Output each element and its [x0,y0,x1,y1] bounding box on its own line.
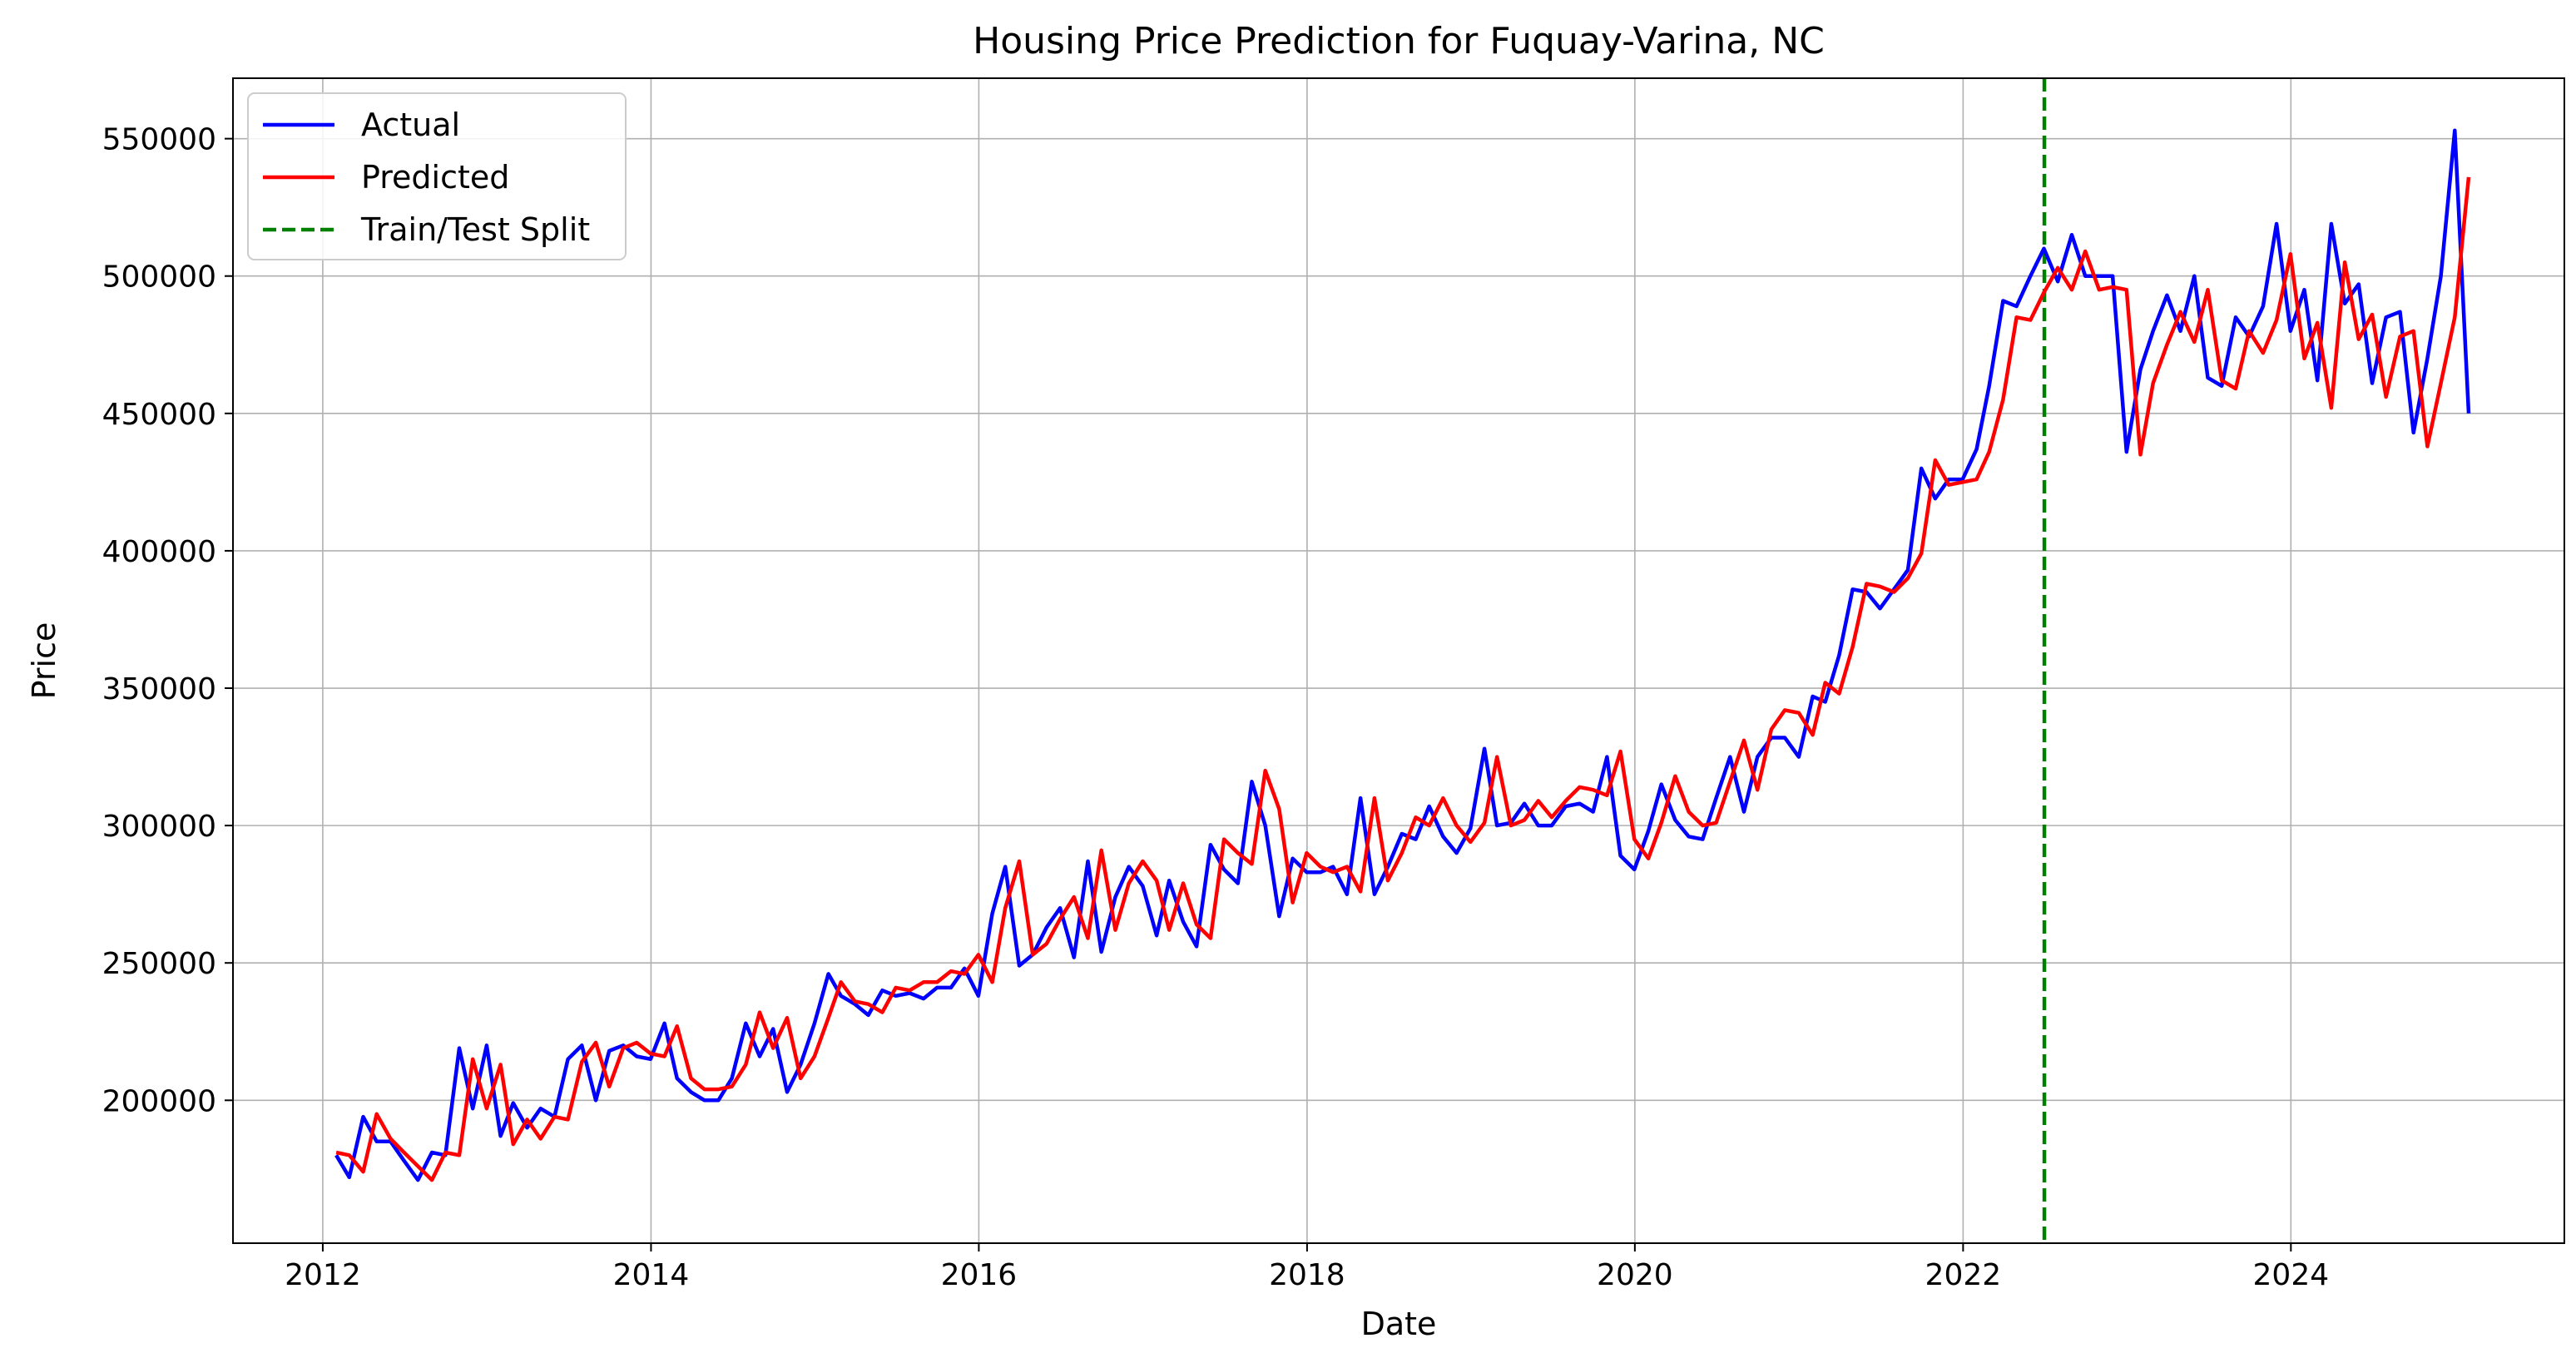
y-axis-label: Price [26,622,62,700]
x-tick-label: 2024 [2253,1258,2330,1292]
x-tick-label: 2020 [1597,1258,1673,1292]
y-tick-label: 350000 [102,672,216,706]
y-tick-label: 400000 [102,535,216,569]
chart-title: Housing Price Prediction for Fuquay-Vari… [973,20,1825,62]
x-axis-ticks: 2012 2014 2016 2018 2020 2022 2024 [285,1243,2329,1292]
y-tick-label: 300000 [102,810,216,844]
series-line-actual [334,128,2471,1182]
x-tick-label: 2014 [613,1258,690,1292]
legend-label: Predicted [361,159,509,196]
legend-box [247,92,627,260]
series-line-predicted [335,176,2471,1182]
x-tick-label: 2012 [285,1258,361,1292]
plot-area-frame [232,77,2565,1244]
grid [233,78,2564,1243]
y-axis-ticks: 200000 250000 300000 350000 400000 450000 5000… [102,123,233,1118]
x-tick-label: 2022 [1925,1258,2002,1292]
y-tick-label: 550000 [102,123,216,157]
y-tick-label: 200000 [102,1084,216,1118]
y-tick-label: 450000 [102,398,216,432]
x-tick-label: 2016 [941,1258,1018,1292]
series-layer [334,128,2471,1182]
y-tick-label: 250000 [102,947,216,981]
legend-label: Actual [361,107,460,143]
legend-label: Train/Test Split [360,211,590,248]
y-tick-label: 500000 [102,260,216,295]
legend: Actual Predicted Train/Test Split [247,92,627,260]
x-tick-label: 2018 [1269,1258,1345,1292]
x-axis-label: Date [1361,1306,1437,1342]
